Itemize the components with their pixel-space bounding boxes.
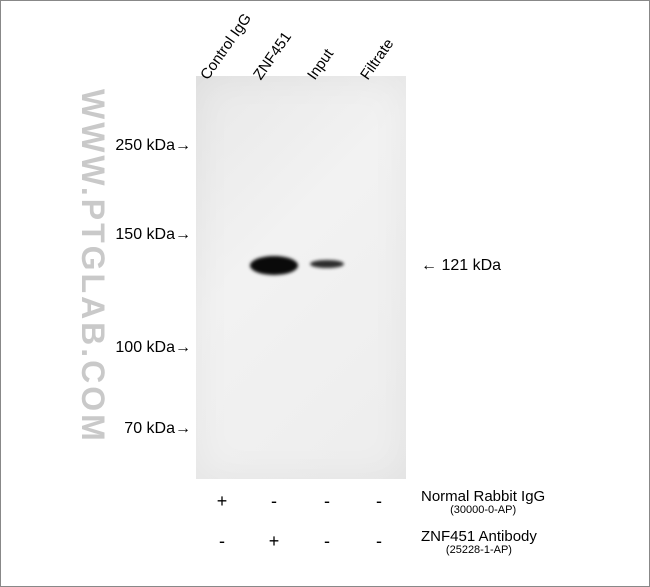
blot-membrane <box>196 76 406 479</box>
mw-marker: 70 kDa→ <box>86 420 191 438</box>
arrow-right-icon: → <box>175 226 191 244</box>
arrow-right-icon: → <box>175 420 191 438</box>
minus-mark: - <box>212 531 232 552</box>
mw-marker: 250 kDa→ <box>86 137 191 155</box>
lane-label-control-igg: Control IgG <box>197 10 255 83</box>
antibody-label: Normal Rabbit IgG(30000-0-AP) <box>421 489 545 516</box>
arrow-right-icon: → <box>175 339 191 357</box>
arrow-right-icon: → <box>175 137 191 155</box>
antibody-label: ZNF451 Antibody(25228-1-AP) <box>421 529 537 556</box>
target-band-text: 121 kDa <box>441 257 501 274</box>
antibody-catalog: (25228-1-AP) <box>421 545 537 557</box>
mw-marker-text: 70 kDa <box>124 420 175 437</box>
mw-marker-text: 250 kDa <box>115 137 175 154</box>
lane-label-znf451: ZNF451 <box>250 29 295 83</box>
minus-mark: - <box>369 491 389 512</box>
plus-mark: + <box>264 531 284 552</box>
mw-marker: 150 kDa→ <box>86 226 191 244</box>
minus-mark: - <box>264 491 284 512</box>
blot-band <box>250 256 298 275</box>
minus-mark: - <box>369 531 389 552</box>
antibody-catalog: (30000-0-AP) <box>421 505 545 517</box>
mw-marker: 100 kDa→ <box>86 339 191 357</box>
blot-band <box>310 260 344 268</box>
mw-marker-text: 150 kDa <box>115 226 175 243</box>
target-band-label: ← 121 kDa <box>421 257 501 275</box>
arrow-left-icon: ← <box>421 257 437 274</box>
minus-mark: - <box>317 531 337 552</box>
antibody-name: Normal Rabbit IgG <box>421 489 545 505</box>
antibody-name: ZNF451 Antibody <box>421 529 537 545</box>
plus-mark: + <box>212 491 232 512</box>
mw-marker-text: 100 kDa <box>115 339 175 356</box>
minus-mark: - <box>317 491 337 512</box>
